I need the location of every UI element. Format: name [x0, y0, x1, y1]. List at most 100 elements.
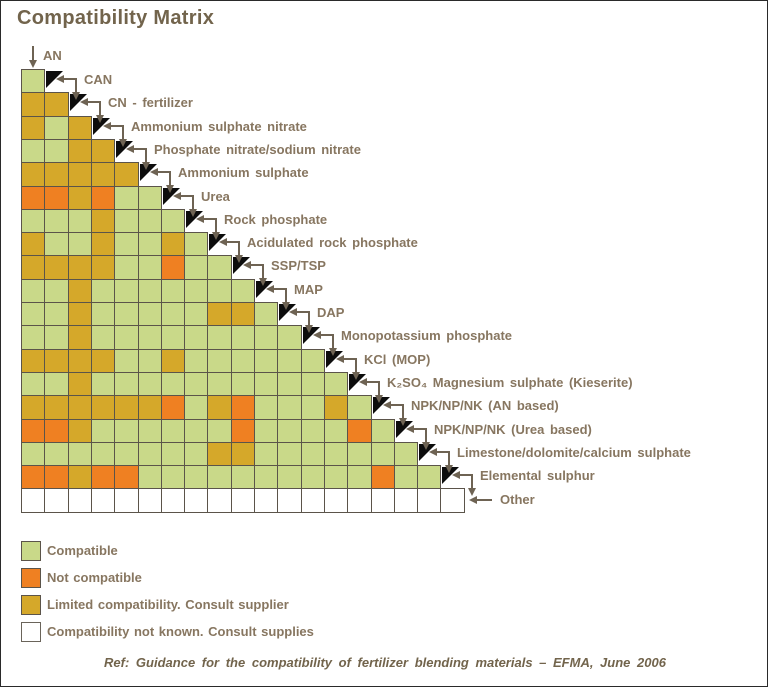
label-arrow-line	[460, 474, 473, 476]
matrix-cell	[161, 209, 185, 233]
matrix-cell	[44, 279, 69, 303]
material-label: CN - fertilizer	[108, 95, 193, 110]
label-arrow-line	[402, 404, 404, 418]
legend-label: Compatibility not known. Consult supplie…	[47, 624, 314, 639]
material-label: NPK/NP/NK (AN based)	[411, 398, 559, 413]
matrix-cell	[324, 372, 348, 396]
matrix-cell	[254, 442, 278, 466]
matrix-cell	[21, 116, 45, 140]
matrix-cell	[207, 349, 232, 373]
label-arrow-line	[344, 358, 357, 360]
matrix-cell	[301, 349, 325, 373]
material-label: K₂SO₄ Magnesium sulphate (Kieserite)	[387, 375, 633, 390]
matrix-cell	[114, 232, 139, 256]
matrix-cell	[207, 488, 232, 513]
matrix-cell	[138, 395, 162, 420]
matrix-cell	[114, 209, 139, 233]
label-arrow-line	[181, 195, 194, 197]
matrix-cell	[21, 279, 45, 303]
matrix-cell	[231, 488, 255, 513]
arrow-down-icon	[282, 302, 290, 310]
matrix-cell	[231, 349, 255, 373]
arrow-left-icon	[150, 168, 158, 176]
matrix-cell	[91, 488, 115, 513]
arrow-down-icon	[29, 60, 37, 68]
material-label: NPK/NP/NK (Urea based)	[434, 422, 592, 437]
matrix-cell	[114, 488, 139, 513]
matrix-cell	[91, 325, 115, 350]
matrix-cell	[138, 349, 162, 373]
matrix-cell	[301, 488, 325, 513]
matrix-cell	[91, 465, 115, 489]
arrow-left-icon	[383, 401, 391, 409]
arrow-left-icon	[126, 145, 134, 153]
matrix-cell	[114, 162, 139, 187]
matrix-cell	[68, 302, 92, 326]
matrix-cell	[184, 372, 208, 396]
matrix-cell	[68, 372, 92, 396]
arrow-down-icon	[212, 232, 220, 240]
matrix-cell	[138, 442, 162, 466]
matrix-cell	[207, 372, 232, 396]
arrow-down-icon	[305, 325, 313, 333]
matrix-cell	[91, 232, 115, 256]
arrow-down-icon	[235, 255, 243, 263]
matrix-cell	[91, 442, 115, 466]
matrix-cell	[114, 279, 139, 303]
matrix-cell	[301, 442, 325, 466]
matrix-cell	[91, 186, 115, 210]
label-arrow-line	[145, 148, 147, 162]
label-arrow-line	[321, 334, 334, 336]
matrix-cell	[21, 69, 45, 93]
matrix-cell	[68, 255, 92, 280]
material-label: Rock phosphate	[224, 212, 328, 227]
matrix-cell	[184, 232, 208, 256]
matrix-cell	[44, 442, 69, 466]
arrow-left-icon	[313, 331, 321, 339]
matrix-cell	[114, 349, 139, 373]
label-arrow-line	[158, 171, 171, 173]
matrix-cell	[91, 162, 115, 187]
matrix-cell	[91, 419, 115, 443]
matrix-cell	[231, 279, 255, 303]
matrix-cell	[138, 209, 162, 233]
matrix-cell	[161, 465, 185, 489]
legend-swatch	[21, 595, 41, 615]
matrix-cell	[44, 209, 69, 233]
matrix-cell	[68, 162, 92, 187]
label-arrow-line	[274, 288, 287, 290]
arrow-left-icon	[266, 285, 274, 293]
matrix-cell	[254, 488, 278, 513]
matrix-cell	[254, 325, 278, 350]
matrix-cell	[347, 395, 372, 420]
label-arrow-line	[332, 334, 334, 348]
material-label: Ammonium sulphate nitrate	[131, 119, 307, 134]
material-label: CAN	[84, 72, 113, 87]
arrow-left-icon	[429, 448, 437, 456]
legend-swatch	[21, 541, 41, 561]
matrix-cell	[207, 465, 232, 489]
matrix-cell	[114, 186, 139, 210]
matrix-cell	[68, 209, 92, 233]
matrix-cell	[91, 302, 115, 326]
matrix-cell	[207, 255, 232, 280]
label-arrow-line	[134, 148, 147, 150]
arrow-left-icon	[359, 378, 367, 386]
matrix-cell	[44, 92, 69, 117]
arrow-down-icon	[445, 465, 453, 473]
matrix-cell	[44, 139, 69, 163]
arrow-down-icon	[375, 395, 383, 403]
arrow-down-icon	[96, 115, 104, 123]
label-arrow-line	[378, 381, 380, 395]
matrix-cell	[114, 465, 139, 489]
arrow-down-icon	[142, 162, 150, 170]
matrix-cell	[114, 302, 139, 326]
matrix-cell	[44, 395, 69, 420]
matrix-cell	[207, 302, 232, 326]
matrix-cell	[324, 488, 348, 513]
label-arrow-line	[227, 241, 240, 243]
matrix-cell	[347, 419, 372, 443]
label-arrow-line	[414, 428, 427, 430]
matrix-cell	[44, 232, 69, 256]
